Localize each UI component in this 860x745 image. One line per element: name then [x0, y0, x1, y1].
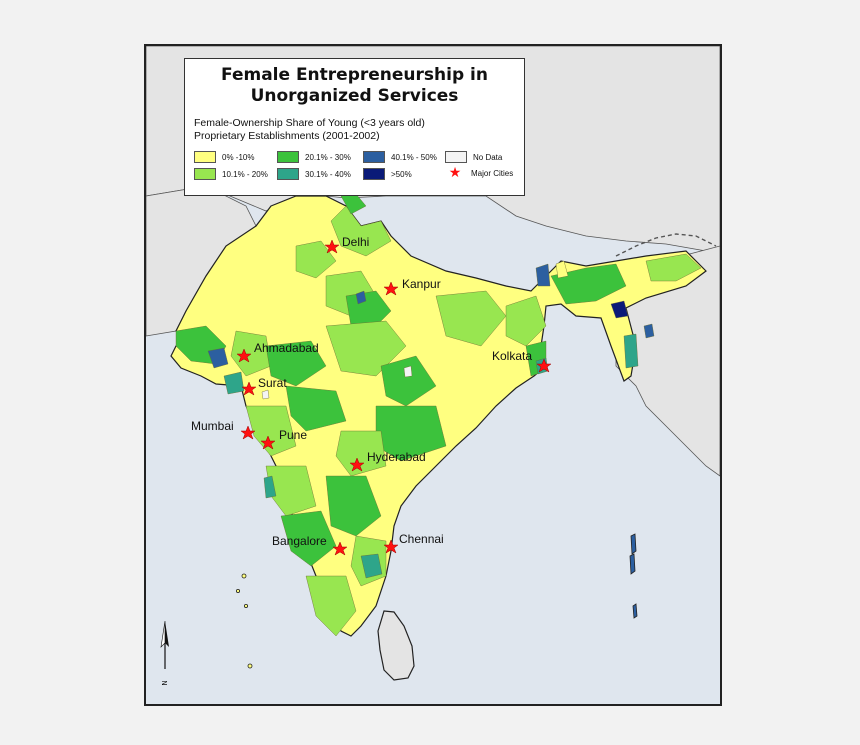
district-fills — [175, 193, 702, 637]
legend-label: >50% — [391, 169, 412, 179]
north-arrow-icon: N — [160, 621, 169, 686]
city-star-ahmadabad — [236, 348, 252, 363]
map-subtitle: Female-Ownership Share of Young (<3 year… — [194, 117, 425, 143]
legend-swatch — [194, 168, 216, 180]
legend-swatch — [277, 168, 299, 180]
legend-label: 40.1% - 50% — [391, 152, 437, 162]
city-label-hyderabad: Hyderabad — [367, 450, 426, 464]
legend-swatch — [363, 168, 385, 180]
legend-item-10-20: 10.1% - 20% — [194, 168, 268, 180]
map-subtitle-line2: Proprietary Establishments (2001-2002) — [194, 130, 380, 142]
city-markers — [236, 239, 552, 556]
legend-swatch — [363, 151, 385, 163]
map-frame: Delhi Kanpur Ahmadabad Kolkata Surat Mum… — [144, 44, 722, 706]
city-label-delhi: Delhi — [342, 235, 370, 249]
city-label-chennai: Chennai — [399, 532, 444, 546]
city-star-kanpur — [383, 281, 399, 296]
city-label-kolkata: Kolkata — [492, 349, 533, 363]
city-star-hyderabad — [349, 457, 365, 472]
legend-item-major-cities: ★ Major Cities — [445, 165, 514, 181]
legend-item-40-50: 40.1% - 50% — [363, 151, 437, 163]
city-label-pune: Pune — [279, 428, 308, 442]
legend-label: 10.1% - 20% — [222, 169, 268, 179]
legend-box: Female Entrepreneurship in Unorganized S… — [184, 58, 525, 196]
andaman-islands — [629, 533, 638, 619]
city-star-delhi — [324, 239, 340, 254]
map-subtitle-line1: Female-Ownership Share of Young (<3 year… — [194, 117, 425, 129]
city-label-ahmadabad: Ahmadabad — [254, 341, 319, 355]
legend-label: 20.1% - 30% — [305, 152, 351, 162]
legend-label: 0% -10% — [222, 152, 255, 162]
legend-swatch — [194, 151, 216, 163]
map-title-line2: Unorganized Services — [250, 86, 459, 106]
city-label-kanpur: Kanpur — [402, 277, 441, 291]
india-map — [146, 46, 720, 681]
map-title-line1: Female Entrepreneurship in — [221, 65, 488, 85]
legend-swatch — [445, 151, 467, 163]
legend-item-0-10: 0% -10% — [194, 151, 254, 163]
map-title: Female Entrepreneurship in Unorganized S… — [185, 65, 524, 107]
legend-label: No Data — [473, 152, 503, 162]
legend-item-no-data: No Data — [445, 151, 502, 163]
city-star-surat — [241, 381, 257, 396]
north-label: N — [161, 680, 169, 685]
city-star-mumbai — [240, 425, 256, 440]
city-label-surat: Surat — [258, 376, 287, 390]
legend-item-30-40: 30.1% - 40% — [277, 168, 351, 180]
city-star-chennai — [383, 539, 399, 554]
legend-item-20-30: 20.1% - 30% — [277, 151, 351, 163]
sri-lanka — [377, 610, 415, 681]
lakshadweep-islands — [236, 573, 253, 669]
city-label-bangalore: Bangalore — [272, 534, 327, 548]
city-label-mumbai: Mumbai — [191, 419, 234, 433]
legend-item-over-50: >50% — [363, 168, 412, 180]
city-star-kolkata — [536, 358, 552, 373]
red-star-icon: ★ — [448, 165, 462, 181]
legend-label: 30.1% - 40% — [305, 169, 351, 179]
legend-swatch — [277, 151, 299, 163]
legend-label: Major Cities — [471, 168, 514, 178]
city-star-bangalore — [332, 541, 348, 556]
city-star-pune — [260, 435, 276, 450]
